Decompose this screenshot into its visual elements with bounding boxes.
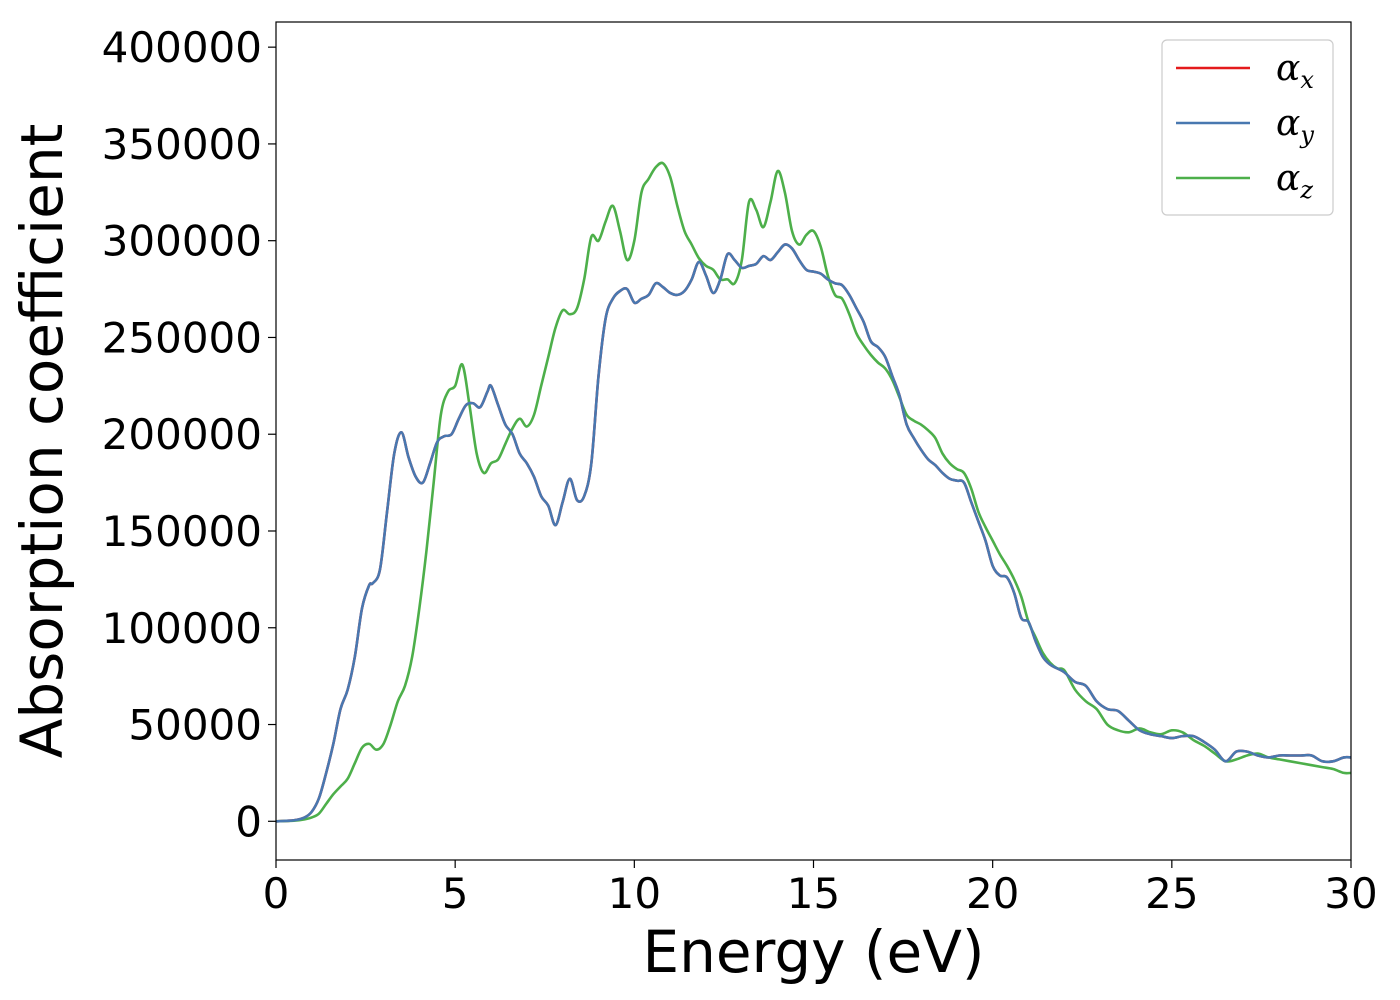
x-tick-label: 20 [966,869,1019,918]
y-axis-title: Absorption coefficient [8,124,76,759]
x-axis: 0 5 10 15 20 25 30 [263,860,1378,918]
legend: αx αy αz [1161,39,1334,216]
x-tick-label: 25 [1145,869,1198,918]
legend-label-z: αz [1276,158,1313,204]
x-tick-label: 30 [1324,869,1377,918]
y-tick-label: 300000 [102,217,262,266]
y-tick-label: 200000 [102,410,262,459]
series-line-z [276,161,1351,823]
y-tick-label: 50000 [128,701,262,750]
series-line-y [276,243,1351,823]
y-axis: 0 50000 100000 150000 200000 250000 300000 3500… [102,23,276,846]
legend-label-x: αx [1276,48,1314,94]
legend-label-y: αy [1276,103,1314,149]
legend-box [1161,39,1334,216]
y-tick-label: 0 [235,797,262,846]
y-tick-label: 150000 [102,507,262,556]
x-tick-label: 5 [442,869,469,918]
y-tick-label: 250000 [102,313,262,362]
y-tick-label: 400000 [102,23,262,72]
y-tick-label: 350000 [102,120,262,169]
x-tick-label: 15 [787,869,840,918]
series-layer [276,161,1351,823]
x-axis-title: Energy (eV) [642,918,984,986]
x-tick-label: 10 [608,869,661,918]
x-tick-label: 0 [263,869,290,918]
y-tick-label: 100000 [102,604,262,653]
